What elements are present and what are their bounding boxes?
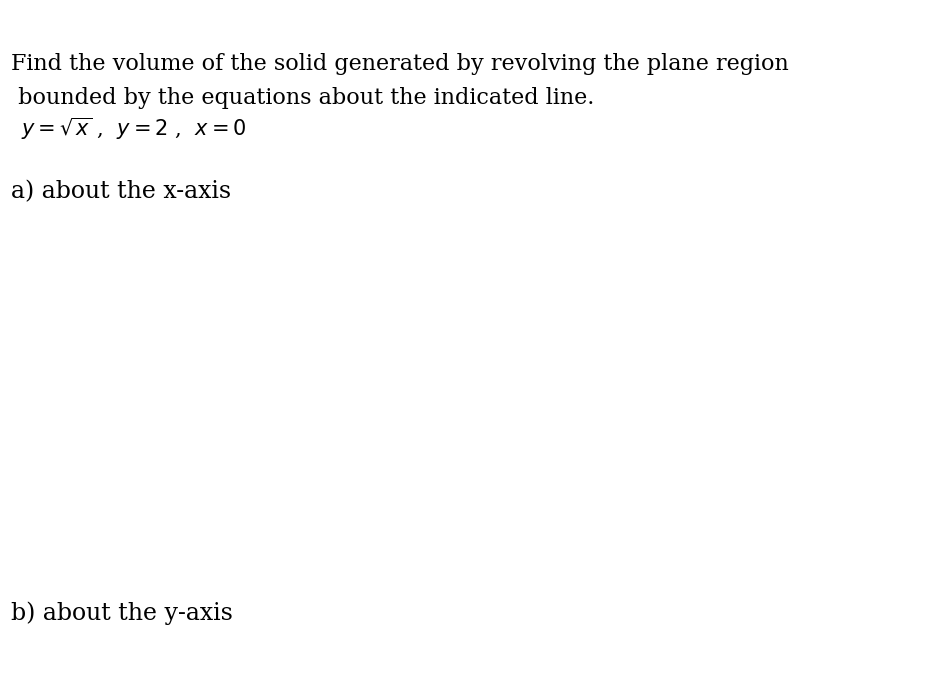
Text: a) about the x-axis: a) about the x-axis — [11, 181, 231, 204]
Text: $y = \sqrt{x}$ ,  $y = 2$ ,  $x = 0$: $y = \sqrt{x}$ , $y = 2$ , $x = 0$ — [21, 116, 246, 142]
Text: Find the volume of the solid generated by revolving the plane region: Find the volume of the solid generated b… — [11, 53, 789, 75]
Text: b) about the y-axis: b) about the y-axis — [11, 601, 233, 625]
Text: bounded by the equations about the indicated line.: bounded by the equations about the indic… — [11, 87, 594, 109]
